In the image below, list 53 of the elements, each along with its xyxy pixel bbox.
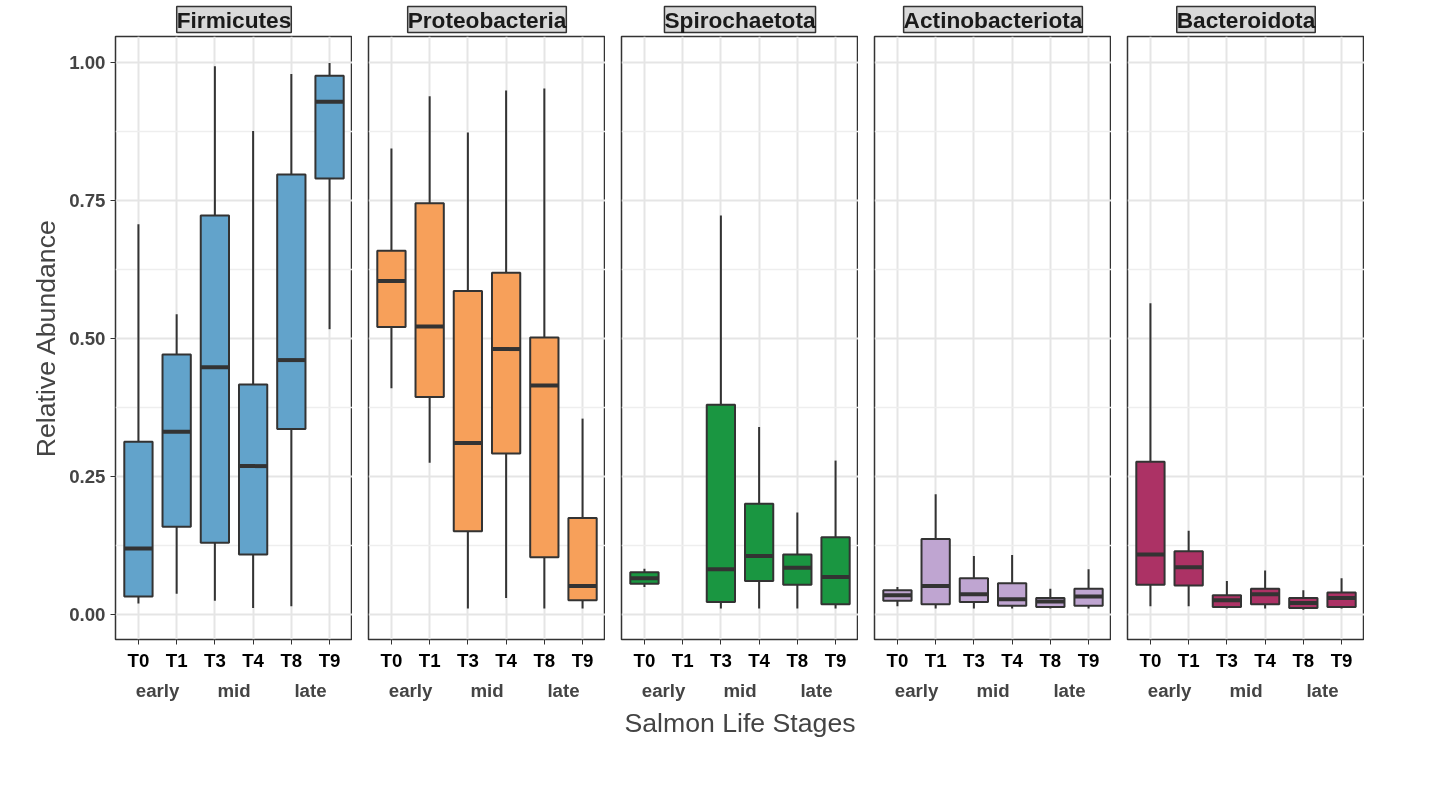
x-tick-label: T8 <box>533 649 556 671</box>
text: early <box>135 679 180 701</box>
x-tick-label: T9 <box>571 649 594 671</box>
x-tick-label: T8 <box>280 649 303 671</box>
x-tick-label: T9 <box>318 649 341 671</box>
x-tick-label: T1 <box>418 649 441 671</box>
text: early <box>388 679 433 701</box>
y-tick-label: 0.25 <box>69 466 106 488</box>
x-tick-label: T3 <box>963 649 985 671</box>
y-tick-label: 1.00 <box>69 51 106 73</box>
x-tick-label: T9 <box>1077 649 1100 671</box>
y-tick-label: 0.00 <box>69 604 106 626</box>
y-tick-label: 0.50 <box>69 328 106 350</box>
text: late <box>547 679 580 701</box>
x-tick-label: T4 <box>748 649 771 671</box>
x-tick-label: T3 <box>1216 649 1238 671</box>
x-tick-label: T0 <box>127 649 150 671</box>
x-tick-label: T8 <box>1292 649 1315 671</box>
text: late <box>294 679 327 701</box>
x-tick-label: T9 <box>1330 649 1353 671</box>
text: late <box>1053 679 1086 701</box>
x-tick-label: T0 <box>380 649 403 671</box>
x-tick-label: T8 <box>786 649 809 671</box>
x-tick-label: T0 <box>633 649 656 671</box>
text: early <box>641 679 686 701</box>
x-tick-label: T3 <box>204 649 226 671</box>
text: early <box>894 679 939 701</box>
text: mid <box>976 679 1010 701</box>
chart-title: Firmicutes <box>176 6 292 33</box>
text: mid <box>723 679 757 701</box>
text: late <box>1306 679 1339 701</box>
text: mid <box>217 679 251 701</box>
text: mid <box>1229 679 1263 701</box>
x-tick-label: T0 <box>1139 649 1162 671</box>
y-tick-label: 0.75 <box>69 190 106 211</box>
x-tick-label: T4 <box>495 649 518 671</box>
x-tick-label: T4 <box>1001 649 1024 671</box>
x-tick-label: T1 <box>671 649 694 671</box>
x-tick-label: T4 <box>242 649 265 671</box>
x-tick-label: T1 <box>1177 649 1200 671</box>
x-tick-label: T8 <box>1039 649 1062 671</box>
text: late <box>800 679 833 701</box>
text: early <box>1147 679 1192 701</box>
x-tick-label: T3 <box>457 649 479 671</box>
x-tick-label: T3 <box>710 649 732 671</box>
x-tick-label: T4 <box>1254 649 1277 671</box>
x-tick-label: T0 <box>886 649 909 671</box>
x-axis-title: Salmon Life Stages <box>624 707 856 738</box>
y-axis-title: Relative Abundance <box>31 220 62 458</box>
x-tick-label: T1 <box>924 649 947 671</box>
x-tick-label: T1 <box>165 649 188 671</box>
x-tick-label: T9 <box>824 649 847 671</box>
text: mid <box>470 679 504 701</box>
